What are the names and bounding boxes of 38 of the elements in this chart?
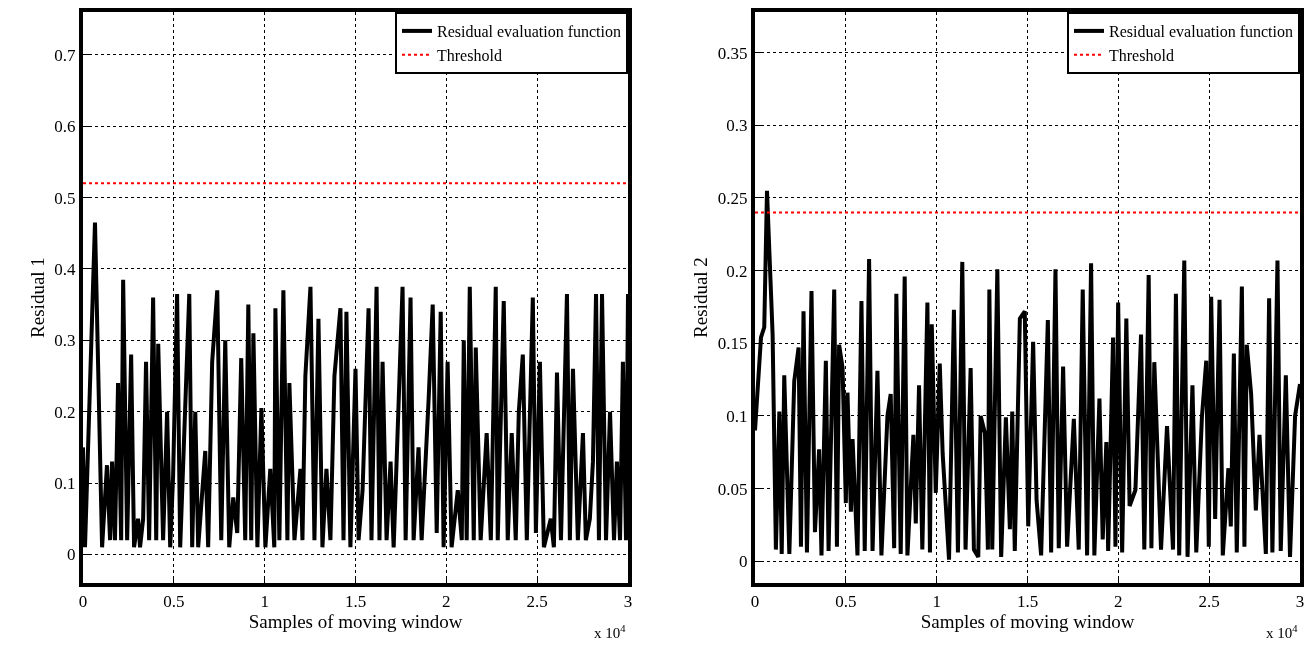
x-tick-label: 0.5 [835, 592, 857, 612]
x-tick-label: 2.5 [1198, 592, 1220, 612]
y-axis-title: Residual 1 [26, 257, 48, 338]
y-tick-label: 0.2 [726, 261, 748, 281]
x-tick-label: 2 [442, 592, 451, 612]
y-tick-label: 0 [67, 545, 76, 565]
y-tick-label: 0.3 [726, 116, 748, 136]
legend-label: Threshold [437, 46, 502, 64]
y-tick-label: 0.4 [54, 259, 77, 279]
x-tick-label: 1.5 [344, 592, 367, 612]
x-axis-title: Samples of moving window [248, 611, 463, 633]
y-axis-title: Residual 2 [690, 257, 712, 338]
x-tick-label: 1 [260, 592, 269, 612]
y-tick-label: 0.2 [54, 402, 76, 422]
y-tick-label: 0.7 [54, 45, 77, 65]
x-axis-title: Samples of moving window [920, 611, 1135, 633]
y-tick-label: 0 [739, 552, 748, 572]
x-tick-label: 3 [623, 592, 633, 612]
x-tick-label: 3 [1295, 592, 1305, 612]
y-tick-label: 0.6 [54, 117, 76, 137]
legend-label: Threshold [1109, 46, 1174, 64]
x-tick-label: 1.5 [1016, 592, 1039, 612]
y-tick-label: 0.15 [717, 334, 748, 354]
y-tick-label: 0.1 [54, 474, 76, 494]
y-tick-label: 0.1 [726, 406, 748, 426]
y-tick-label: 0.25 [717, 188, 748, 208]
x-tick-label: 2 [1114, 592, 1123, 612]
legend-label: Residual evaluation function [437, 23, 621, 41]
y-tick-label: 0.35 [717, 43, 748, 63]
x-tick-label: 2.5 [526, 592, 548, 612]
y-tick-label: 0.05 [717, 479, 748, 499]
text: x 10$^{4}$ [594, 623, 627, 642]
x-tick-label: 1 [932, 592, 941, 612]
legend-label: Residual evaluation function [1109, 23, 1293, 41]
y-tick-label: 0.3 [54, 331, 76, 351]
x-tick-label: 0.5 [163, 592, 185, 612]
text: x 10$^{4}$ [1266, 623, 1299, 642]
y-tick-label: 0.5 [54, 188, 76, 208]
